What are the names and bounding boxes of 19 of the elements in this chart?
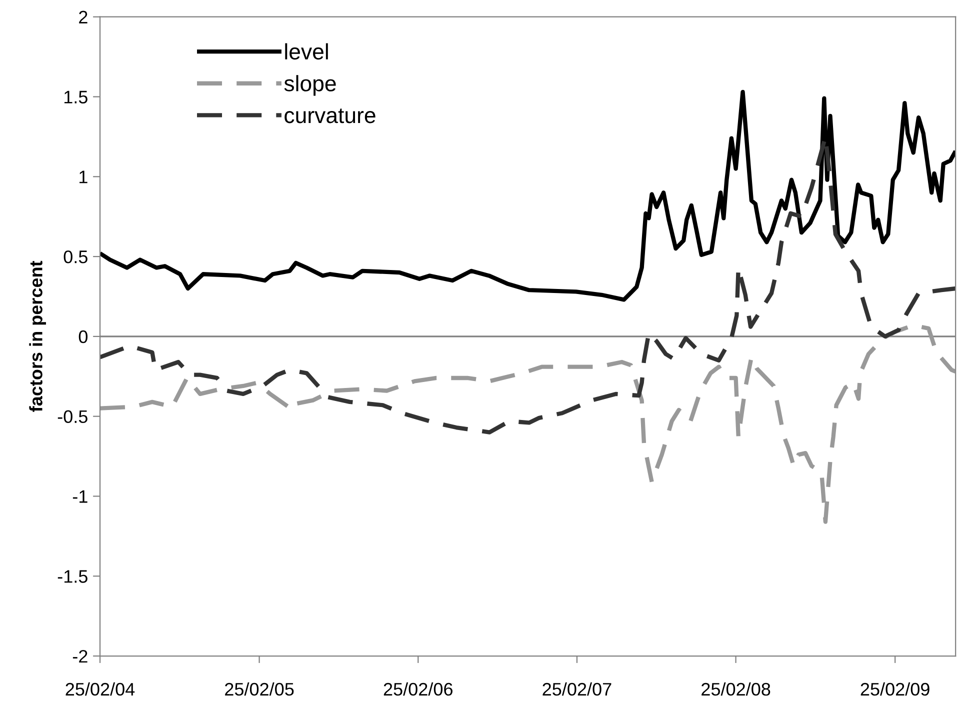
y-tick-label: 0 bbox=[78, 330, 88, 344]
y-tick-label: -1 bbox=[72, 490, 88, 503]
x-tick-label: 25/02/08 bbox=[702, 682, 770, 696]
y-tick-label: 1 bbox=[80, 170, 88, 184]
y-tick-label: -1.5 bbox=[58, 570, 88, 583]
legend-label: slope bbox=[284, 75, 336, 96]
y-tick-label: 1.5 bbox=[64, 90, 88, 104]
y-tick-label: -2 bbox=[72, 650, 88, 663]
y-axis-title: factors in percent bbox=[29, 260, 46, 412]
x-tick-label: 25/02/07 bbox=[542, 682, 612, 696]
y-tick-label: -0.5 bbox=[58, 410, 88, 424]
x-tick-label: 25/02/04 bbox=[66, 682, 135, 696]
x-tick-label: 25/02/09 bbox=[860, 682, 930, 696]
x-tick-label: 25/02/06 bbox=[384, 682, 452, 696]
legend-label: curvature bbox=[284, 108, 376, 124]
legend-label: level bbox=[285, 43, 328, 60]
x-tick-label: 25/02/05 bbox=[225, 682, 294, 696]
y-tick-label: 2 bbox=[79, 10, 88, 24]
y-tick-label: 0.5 bbox=[64, 250, 88, 264]
